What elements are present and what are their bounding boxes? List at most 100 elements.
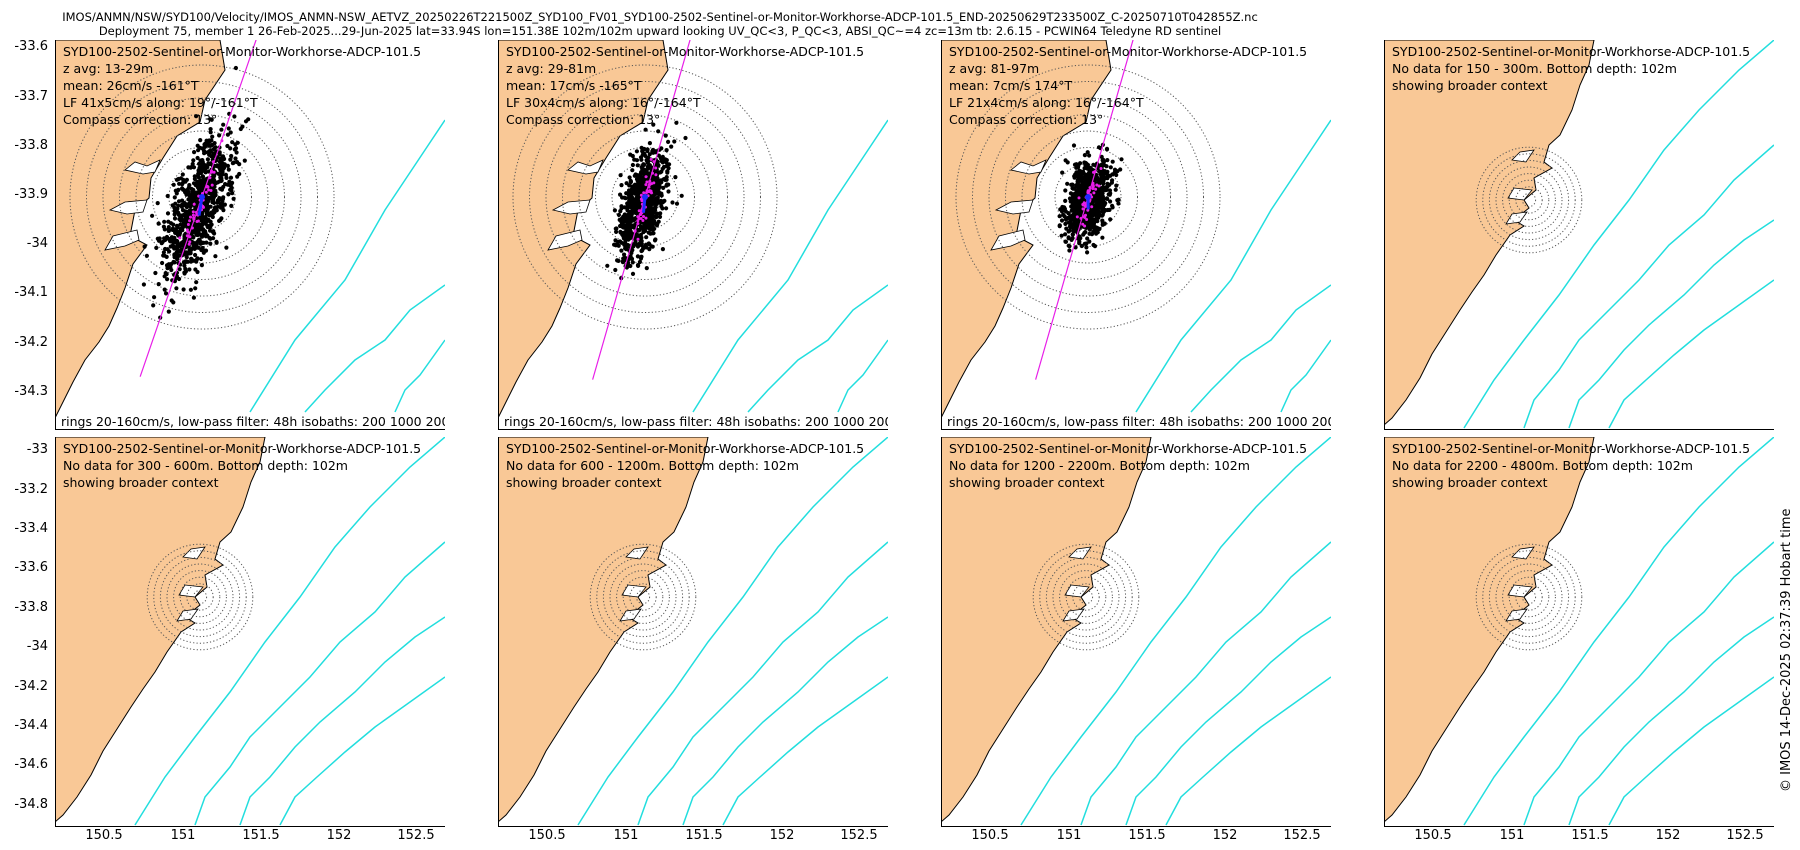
scatter-point [670,200,675,205]
lowpass-point [188,219,192,223]
scatter-point [627,175,632,180]
scatter-point [1082,166,1087,171]
scatter-point [184,192,189,197]
scatter-point [208,236,213,241]
xtick-label: 151 [1499,828,1525,843]
speed-ring [153,550,247,644]
isobath-0 [577,437,888,826]
scatter-point [194,280,199,285]
scatter-point [1094,231,1099,236]
no-data-note: No data for 600 - 1200m. Bottom depth: 1… [506,458,799,473]
scatter-point [619,183,624,188]
scatter-point [1067,228,1072,233]
speed-ring [1072,583,1100,611]
panel-2-info: SYD100-2502-Sentinel-or-Monitor-Workhors… [506,43,864,128]
speed-ring [1482,550,1576,644]
xtick-label: 151.5 [685,828,723,843]
estuary [1010,159,1047,175]
scatter-point [1119,157,1124,162]
scatter-point [1114,183,1119,188]
isobath-2000 [394,339,445,413]
scatter-point [637,259,642,265]
scatter-point [631,203,637,208]
lowpass-point [186,230,190,234]
scatter-point [190,161,195,167]
scatter-point [177,232,182,237]
scatter-point [1072,208,1077,213]
lowpass-point [636,237,640,241]
scatter-point [224,245,229,250]
scatter-point [1115,169,1120,174]
scatter-point [625,225,630,230]
scatter-point [174,238,180,244]
scatter-point [1068,217,1073,222]
scatter-point [1085,250,1090,255]
scatter-point [162,274,167,279]
scatter-point [683,135,688,141]
mooring-marker [1085,194,1091,200]
estuary [104,229,140,251]
scatter-point [1116,201,1121,206]
scatter-point [647,141,652,146]
speed-ring [595,147,695,247]
scatter-point [1071,221,1076,226]
scatter-point [215,198,220,203]
scatter-point [203,214,208,220]
scatter-point [622,252,627,257]
xtick-label: 150.5 [971,828,1009,843]
xtick-label: 151 [170,828,196,843]
mean-velocity: mean: 17cm/s -165°T [506,78,642,93]
scatter-point [178,222,183,227]
scatter-point [638,256,644,261]
no-data-note: No data for 2200 - 4800m. Bottom depth: … [1392,458,1693,473]
scatter-point [644,266,649,271]
scatter-point [632,173,637,178]
xtick-label: 152.5 [397,828,435,843]
speed-ring [102,97,302,297]
scatter-point [612,208,617,213]
speed-ring [622,576,664,618]
scatter-point [635,184,640,190]
xtick-label: 152 [769,828,795,843]
lowpass-point [1090,205,1094,209]
figure-title: IMOS/ANMN/NSW/SYD100/Velocity/IMOS_ANMN-… [62,10,1258,24]
lowpass-point [1088,189,1091,192]
lowpass-point [1091,187,1095,191]
scatter-point [168,244,173,249]
scatter-point [650,149,655,154]
scatter-point [186,250,191,255]
lowpass-point [633,229,637,233]
scatter-point [656,129,661,134]
scatter-point [190,245,196,251]
map-panel-2 [498,40,888,419]
scatter-point [659,193,664,198]
scatter-point [152,295,157,300]
scatter-point [176,249,181,254]
ytick-label: -33.7 [14,89,48,104]
scatter-point [228,130,233,135]
isobath-200 [692,119,888,413]
land-mass [1384,437,1595,823]
ytick-label: -34.2 [14,679,48,694]
scatter-point [221,122,226,127]
scatter-point [231,160,236,165]
panel-title: SYD100-2502-Sentinel-or-Monitor-Workhors… [63,441,422,456]
ytick-label: -33 [26,442,48,457]
scatter-point [620,259,625,264]
lowpass-point [210,170,214,174]
ytick-label: -33.6 [14,39,48,54]
speed-ring [635,589,651,605]
xtick-label: 152.5 [1726,828,1764,843]
scatter-point [1064,226,1069,231]
scatter-point [629,250,634,256]
scatter-point [162,287,167,292]
scatter-point [144,253,149,258]
scatter-point [171,300,176,305]
scatter-point [197,166,202,171]
scatter-point [1065,181,1070,186]
scatter-point [193,252,198,258]
panel-title: SYD100-2502-Sentinel-or-Monitor-Workhors… [1392,44,1751,59]
scatter-point [1075,165,1081,170]
context-note: showing broader context [1392,78,1548,93]
scatter-point [1063,188,1068,193]
